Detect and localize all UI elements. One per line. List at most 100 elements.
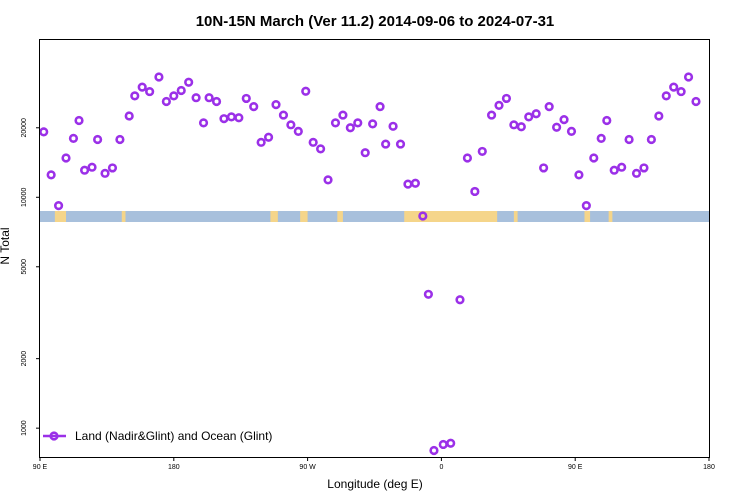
x-tick-label: 180	[168, 464, 180, 471]
data-point	[198, 118, 209, 128]
data-point	[531, 109, 541, 119]
land-shape	[300, 211, 308, 222]
land-shape	[513, 211, 518, 222]
data-point	[360, 148, 370, 158]
data-point	[524, 112, 534, 122]
data-point	[646, 134, 656, 145]
data-point	[204, 93, 214, 103]
data-point	[639, 163, 649, 173]
x-axis-label: Longitude (deg E)	[327, 477, 422, 491]
land-shape	[337, 211, 343, 222]
data-point	[256, 137, 266, 147]
data-point	[544, 102, 554, 112]
data-point	[691, 96, 701, 107]
data-point	[323, 175, 333, 185]
data-point	[330, 118, 341, 128]
y-tick-label: 10000	[21, 187, 28, 207]
data-point	[477, 146, 487, 157]
data-point	[107, 163, 118, 173]
x-axis: 90 E 180 90 W 0 90 E 180	[33, 457, 715, 471]
data-point	[609, 165, 619, 175]
data-point	[74, 115, 84, 126]
data-point	[100, 168, 110, 178]
y-tick-label: 20000	[21, 118, 28, 138]
data-point	[263, 132, 274, 142]
data-point	[669, 82, 679, 92]
data-point	[654, 111, 664, 121]
data-point	[486, 110, 497, 120]
data-point	[559, 115, 569, 125]
y-tick-label: 2000	[21, 351, 28, 367]
y-tick-label: 1000	[21, 420, 28, 436]
data-point	[271, 100, 281, 110]
data-point	[602, 115, 612, 126]
data-point	[438, 439, 448, 450]
world-map-band	[40, 211, 709, 222]
data-point	[589, 153, 599, 163]
legend-marker	[49, 431, 59, 441]
data-point	[539, 163, 549, 173]
data-point	[308, 137, 318, 147]
data-point	[234, 113, 244, 123]
data-point	[87, 162, 97, 172]
y-axis-label: N Total	[0, 227, 12, 264]
data-point	[130, 91, 140, 101]
data-points	[39, 72, 701, 456]
data-point	[93, 134, 103, 145]
data-point	[211, 96, 222, 107]
data-point	[375, 102, 385, 112]
data-point	[137, 82, 147, 92]
data-point	[624, 134, 634, 145]
land-shape	[608, 211, 613, 222]
data-point	[154, 72, 164, 82]
data-point	[353, 118, 363, 128]
data-point	[115, 134, 125, 145]
data-point	[368, 119, 378, 129]
land-shape	[422, 211, 498, 222]
data-point	[316, 144, 326, 154]
data-point	[191, 93, 201, 103]
data-point	[53, 201, 64, 211]
data-point	[661, 91, 671, 101]
data-point	[176, 85, 186, 96]
data-point	[39, 127, 49, 137]
data-point	[581, 201, 591, 211]
land-shape	[54, 211, 67, 222]
data-point	[226, 112, 237, 122]
x-tick-label: 90 E	[33, 464, 48, 471]
data-point	[169, 91, 179, 101]
x-tick-label: 90 E	[568, 464, 583, 471]
data-point	[501, 93, 512, 104]
data-point	[241, 93, 251, 104]
chart-title: 10N-15N March (Ver 11.2) 2014-09-06 to 2…	[196, 13, 555, 30]
data-point	[345, 123, 355, 133]
data-point	[145, 86, 155, 97]
data-point	[631, 168, 642, 178]
y-tick-label: 5000	[21, 259, 28, 275]
data-point	[68, 133, 79, 143]
data-point	[617, 162, 627, 172]
land-shape	[270, 211, 278, 222]
data-point	[423, 289, 433, 299]
data-point	[552, 122, 562, 132]
data-point	[301, 86, 311, 96]
data-point	[124, 111, 134, 121]
data-point	[79, 165, 90, 175]
data-point	[494, 100, 504, 111]
data-point	[509, 120, 519, 130]
legend: Land (Nadir&Glint) and Ocean (Glint)	[43, 429, 272, 443]
data-point	[429, 445, 439, 456]
x-tick-label: 180	[703, 464, 715, 471]
data-point	[410, 178, 420, 188]
data-point	[596, 133, 606, 143]
data-point	[455, 295, 465, 305]
data-point	[566, 126, 577, 136]
land-shape	[404, 211, 423, 222]
data-point	[184, 77, 194, 87]
data-point	[574, 170, 584, 180]
data-point	[286, 120, 296, 130]
data-point	[46, 170, 56, 180]
data-point	[61, 153, 71, 163]
data-point	[388, 121, 398, 131]
